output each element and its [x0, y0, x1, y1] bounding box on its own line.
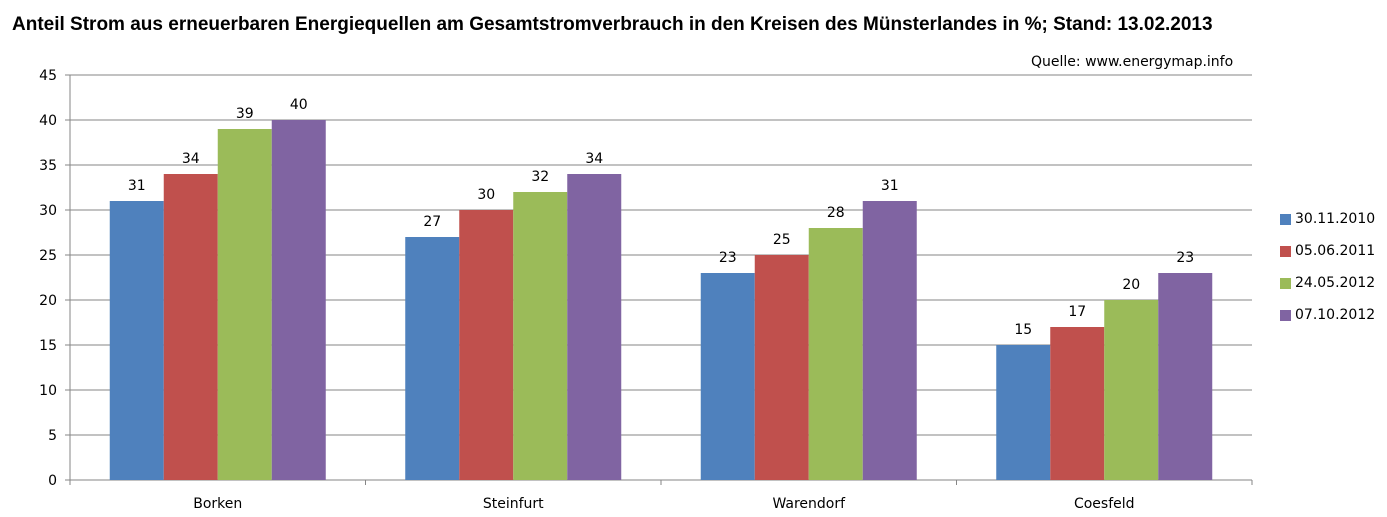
legend-swatch: [1280, 245, 1291, 257]
x-category-label: Coesfeld: [1074, 496, 1135, 512]
legend-item: 05.06.2011: [1280, 235, 1375, 267]
legend-swatch: [1280, 213, 1291, 225]
y-tick-label: 0: [48, 473, 57, 489]
bar: [513, 192, 568, 480]
data-label: 34: [585, 151, 603, 167]
legend-item: 24.05.2012: [1280, 267, 1375, 299]
y-tick-label: 10: [39, 383, 57, 399]
legend-swatch: [1280, 277, 1291, 289]
legend-item: 30.11.2010: [1280, 203, 1375, 235]
data-label: 15: [1014, 322, 1032, 338]
legend-label: 24.05.2012: [1295, 275, 1376, 291]
legend-label: 07.10.2012: [1295, 307, 1376, 323]
x-category-label: Borken: [193, 496, 242, 512]
bar: [109, 201, 164, 480]
legend-label: 30.11.2010: [1295, 211, 1376, 227]
chart-title: Anteil Strom aus erneuerbaren Energieque…: [12, 14, 1213, 35]
y-tick-label: 25: [39, 248, 57, 264]
x-category-label: Warendorf: [772, 496, 846, 512]
legend-label: 05.06.2011: [1295, 243, 1376, 259]
bar: [862, 201, 917, 480]
data-label: 28: [827, 205, 845, 221]
y-tick-label: 45: [39, 68, 57, 84]
data-label: 23: [1176, 250, 1194, 266]
bar: [1050, 327, 1105, 480]
y-tick-label: 20: [39, 293, 57, 309]
data-label: 27: [423, 214, 441, 230]
bar: [567, 174, 622, 480]
y-tick-label: 35: [39, 158, 57, 174]
data-label: 31: [881, 178, 899, 194]
data-label: 39: [236, 106, 254, 122]
bar: [217, 129, 272, 480]
data-label: 20: [1122, 277, 1140, 293]
data-label: 32: [531, 169, 549, 185]
legend-swatch: [1280, 309, 1291, 321]
bar: [996, 345, 1051, 480]
y-tick-label: 40: [39, 113, 57, 129]
legend-item: 07.10.2012: [1280, 299, 1375, 331]
data-label: 34: [182, 151, 200, 167]
chart-legend: 30.11.2010 05.06.2011 24.05.2012 07.10.2012: [1280, 203, 1375, 331]
data-label: 31: [128, 178, 146, 194]
y-tick-label: 5: [48, 428, 57, 444]
data-label: 40: [290, 97, 308, 113]
chart-source: Quelle: www.energymap.info: [1031, 54, 1234, 70]
x-category-label: Steinfurt: [483, 496, 544, 512]
bar: [405, 237, 460, 480]
data-label: 30: [477, 187, 495, 203]
bar: [808, 228, 863, 480]
bar: [459, 210, 514, 480]
bar: [1158, 273, 1213, 480]
bar: [754, 255, 809, 480]
y-tick-label: 30: [39, 203, 57, 219]
data-label: 23: [719, 250, 737, 266]
y-tick-label: 15: [39, 338, 57, 354]
data-label: 25: [773, 232, 791, 248]
bar: [163, 174, 218, 480]
data-label: 17: [1068, 304, 1086, 320]
bar: [1104, 300, 1159, 480]
bar: [271, 120, 326, 480]
bar: [700, 273, 755, 480]
